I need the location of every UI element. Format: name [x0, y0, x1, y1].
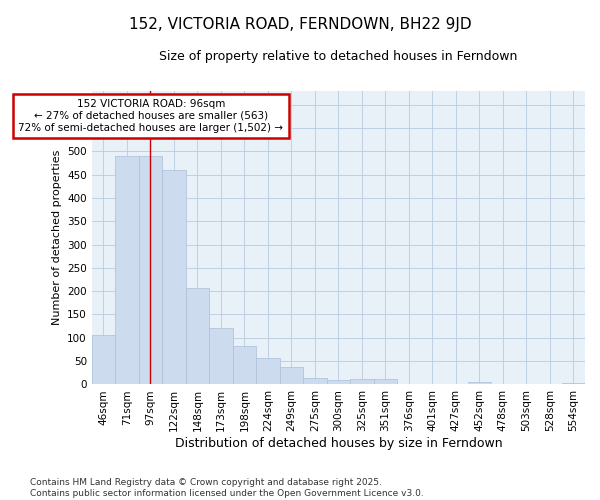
Bar — [233, 346, 256, 385]
Bar — [303, 378, 326, 384]
Text: 152 VICTORIA ROAD: 96sqm
← 27% of detached houses are smaller (563)
72% of semi-: 152 VICTORIA ROAD: 96sqm ← 27% of detach… — [19, 100, 283, 132]
Bar — [256, 358, 280, 384]
Bar — [162, 170, 185, 384]
Bar — [350, 380, 374, 384]
Text: 152, VICTORIA ROAD, FERNDOWN, BH22 9JD: 152, VICTORIA ROAD, FERNDOWN, BH22 9JD — [128, 18, 472, 32]
Bar — [374, 380, 397, 384]
X-axis label: Distribution of detached houses by size in Ferndown: Distribution of detached houses by size … — [175, 437, 502, 450]
Bar — [92, 336, 115, 384]
Text: Contains HM Land Registry data © Crown copyright and database right 2025.
Contai: Contains HM Land Registry data © Crown c… — [30, 478, 424, 498]
Bar — [185, 288, 209, 384]
Bar — [115, 156, 139, 384]
Bar — [139, 156, 162, 384]
Bar — [326, 380, 350, 384]
Bar — [280, 366, 303, 384]
Y-axis label: Number of detached properties: Number of detached properties — [52, 150, 62, 325]
Bar — [562, 382, 585, 384]
Bar — [467, 382, 491, 384]
Bar — [209, 328, 233, 384]
Title: Size of property relative to detached houses in Ferndown: Size of property relative to detached ho… — [159, 50, 518, 63]
